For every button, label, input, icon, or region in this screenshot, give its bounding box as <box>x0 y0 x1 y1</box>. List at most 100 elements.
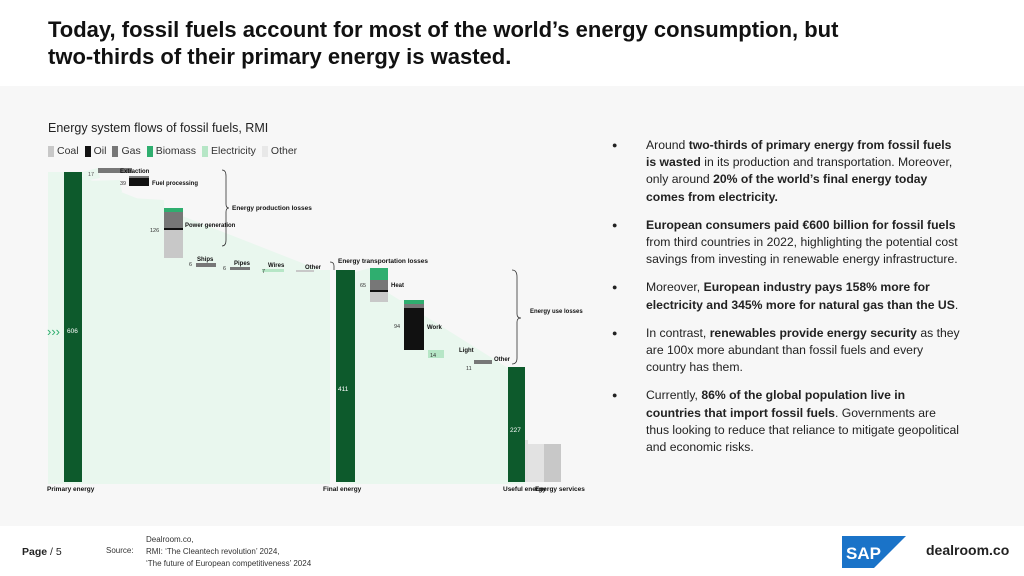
title-line-1: Today, fossil fuels account for most of … <box>48 17 839 42</box>
bar-other-production <box>296 270 314 272</box>
legend-swatch-other <box>261 145 268 157</box>
label-wires: Wires <box>268 263 285 269</box>
value-extraction: 17 <box>88 172 94 178</box>
legend-item-coal: Coal <box>48 145 79 157</box>
label-energy-services: Energy services <box>535 486 585 493</box>
node-useful-energy <box>508 367 525 482</box>
source-lines: Dealroom.co, RMI: ‘The Cleantech revolut… <box>146 535 312 568</box>
bar-work-gas <box>404 304 424 308</box>
label-work: Work <box>427 325 443 331</box>
label-useful-energy: Useful energy <box>503 486 546 493</box>
value-light: 14 <box>430 353 436 359</box>
label-transport-losses: Energy transportation losses <box>338 258 428 265</box>
label-final-energy: Final energy <box>323 486 362 493</box>
chart-legend: Coal Oil Gas Biomass Electricity Other <box>48 145 297 157</box>
flow-loss-wires <box>82 268 262 274</box>
bar-power-gas <box>164 212 183 228</box>
key-point: In contrast, renewables provide energy s… <box>612 325 962 377</box>
legend-item-electricity: Electricity <box>201 145 256 157</box>
bar-wires <box>262 269 284 272</box>
bar-work-oil <box>404 308 424 350</box>
bar-light <box>428 350 444 358</box>
legend-item-other: Other <box>261 145 297 157</box>
bar-extraction-gas <box>98 168 132 173</box>
flow-primary-final <box>48 172 330 484</box>
label-power-generation: Power generation <box>185 223 236 229</box>
flow-loss-other-use <box>355 358 474 364</box>
page-indicator: Page / 5 <box>22 546 62 558</box>
key-point: Around two-thirds of primary energy from… <box>612 137 962 206</box>
flow-loss-ships <box>82 258 196 268</box>
legend-item-oil: Oil <box>84 145 106 157</box>
label-other-use: Other <box>494 357 511 363</box>
bar-power-coal <box>164 230 183 258</box>
legend-item-gas: Gas <box>112 145 141 157</box>
flow-loss-power <box>82 195 166 258</box>
label-use-losses: Energy use losses <box>530 309 583 315</box>
label-pipes: Pipes <box>234 261 251 267</box>
bar-heat-gas <box>370 280 388 290</box>
chart-title: Energy system flows of fossil fuels, RMI <box>48 121 269 135</box>
key-points-list: Around two-thirds of primary energy from… <box>612 137 962 467</box>
legend-swatch-biomass <box>146 145 153 157</box>
bar-heat-biomass <box>370 268 388 280</box>
value-final: 411 <box>338 386 349 393</box>
node-final-energy <box>336 270 355 482</box>
value-work: 94 <box>394 324 400 330</box>
node-energy-services-a <box>528 444 544 482</box>
svg-text:SAP: SAP <box>846 544 881 563</box>
flow-loss-extraction <box>82 168 100 181</box>
value-other-use: 11 <box>466 366 472 372</box>
label-production-losses: Energy production losses <box>232 205 312 212</box>
flow-loss-heat <box>355 268 372 300</box>
value-ships: 6 <box>189 262 192 268</box>
value-heat: 65 <box>360 283 366 289</box>
source-label: Source: <box>106 546 134 555</box>
bracket-transport-losses <box>329 261 335 270</box>
bar-heat-coal <box>370 292 388 302</box>
legend-swatch-coal <box>48 145 54 157</box>
label-heat: Heat <box>391 283 404 289</box>
bracket-use-losses <box>511 269 522 365</box>
value-wires: 7 <box>262 269 265 275</box>
node-energy-services-b <box>544 444 561 482</box>
value-pipes: 6 <box>223 266 226 272</box>
bar-ships <box>196 263 216 267</box>
sap-logo: SAP <box>842 536 906 568</box>
chevron-icon: ››› <box>47 324 60 339</box>
bar-pipes <box>230 267 250 270</box>
legend-swatch-electricity <box>201 145 208 157</box>
flow-loss-work <box>355 300 406 350</box>
key-point: European consumers paid €600 billion for… <box>612 217 962 269</box>
bar-fuel-oil <box>129 178 149 186</box>
key-point: Currently, 86% of the global population … <box>612 387 962 456</box>
label-ships: Ships <box>197 257 214 263</box>
value-power: 126 <box>150 228 159 234</box>
bar-other-use <box>474 360 492 364</box>
legend-item-biomass: Biomass <box>146 145 196 157</box>
bar-fuel-gas <box>129 176 149 178</box>
label-other-production: Other <box>305 265 322 271</box>
flow-loss-light <box>355 350 428 358</box>
key-point: Moreover, European industry pays 158% mo… <box>612 279 962 313</box>
bar-power-oil <box>164 228 183 230</box>
label-extraction: Extraction <box>120 169 150 175</box>
legend-swatch-gas <box>112 145 119 157</box>
value-useful: 227 <box>510 427 521 434</box>
flow-loss-fuel <box>82 180 122 195</box>
value-fuel: 39 <box>120 181 126 187</box>
label-primary-energy: Primary energy <box>47 486 95 493</box>
label-fuel-processing: Fuel processing <box>152 181 198 187</box>
bar-work-elec <box>404 300 424 304</box>
page-title: Today, fossil fuels account for most of … <box>48 16 948 70</box>
bracket-production-losses <box>221 169 230 247</box>
value-primary: 606 <box>67 328 78 335</box>
label-light: Light <box>459 348 474 354</box>
bar-power-biomass <box>164 208 183 212</box>
legend-swatch-oil <box>84 145 91 157</box>
node-primary-energy <box>64 172 82 482</box>
dealroom-logo: dealroom.co <box>926 542 1010 558</box>
title-line-2: two-thirds of their primary energy is wa… <box>48 44 512 69</box>
bar-heat-oil <box>370 290 388 292</box>
